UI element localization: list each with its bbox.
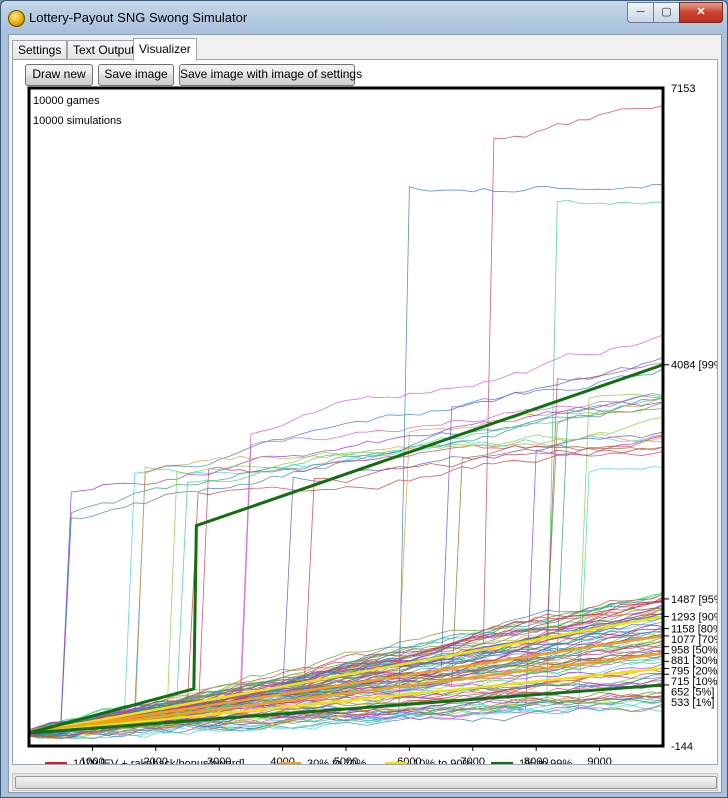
simulation-traces <box>28 105 664 740</box>
maximize-button[interactable]: ▢ <box>653 2 680 23</box>
scrollbar-thumb[interactable] <box>15 776 717 789</box>
simulation-trace <box>28 612 664 735</box>
x-axis-ticks: 1000 2000 3000 4000 5000 6000 7000 8000 9000 <box>80 746 612 764</box>
percentile-label: 1293 [90% <box>671 611 717 623</box>
save-image-settings-button[interactable]: Save image with image of settings <box>179 64 362 86</box>
minimize-button[interactable]: ─ <box>627 2 654 23</box>
percentile-labels: 4084 [99% 1487 [95% 1293 [90%1158 [80%1077… <box>663 360 717 709</box>
x-tick-label: 1000 <box>80 756 104 764</box>
draw-new-button[interactable]: Draw new <box>25 64 93 86</box>
simulations-count-label: 10000 simulations <box>33 115 122 127</box>
percentile-label: 1158 [80% <box>671 624 717 636</box>
simulation-trace <box>28 596 664 734</box>
simulation-trace <box>28 644 664 734</box>
x-tick-label: 2000 <box>144 756 168 764</box>
simulation-trace <box>28 435 664 737</box>
percentile-label: 795 [20%] <box>671 666 717 678</box>
x-tick-label: 8000 <box>524 756 548 764</box>
percentile-line <box>28 634 664 735</box>
percentile-line <box>28 683 664 735</box>
tab-text-output[interactable]: Text Output <box>67 40 141 60</box>
simulation-trace <box>28 612 664 732</box>
simulation-trace <box>28 705 664 735</box>
simulation-trace <box>28 199 664 739</box>
title-bar[interactable]: Lottery-Payout SNG Swong Simulator ─ ▢ ✕ <box>1 1 727 33</box>
y-min-label: -144 <box>671 741 693 753</box>
percentile-label: 881 [30%] <box>671 655 717 667</box>
x-tick-label: 6000 <box>397 756 421 764</box>
legend-label: 1% to 99% <box>519 758 572 764</box>
horizontal-scrollbar[interactable] <box>12 773 718 791</box>
simulation-trace <box>28 401 664 731</box>
simulation-trace <box>28 433 664 736</box>
percentile-label: 533 [1%] <box>671 697 714 709</box>
x-tick-label: 9000 <box>587 756 611 764</box>
tab-settings[interactable]: Settings <box>12 40 68 60</box>
app-icon <box>8 10 25 27</box>
simulation-trace <box>28 700 664 737</box>
tab-visualizer[interactable]: Visualizer <box>133 38 197 61</box>
games-count-label: 10000 games <box>33 95 100 107</box>
percentile-label: 4084 [99% <box>671 360 717 372</box>
percentile-line <box>28 652 664 735</box>
simulation-trace <box>28 396 664 733</box>
legend-label: 30% to 70% <box>307 758 367 764</box>
percentile-label: 1487 [95% <box>671 594 717 606</box>
x-tick-label: 4000 <box>270 756 294 764</box>
simulation-trace <box>28 393 664 732</box>
simulation-trace <box>28 692 664 732</box>
close-button[interactable]: ✕ <box>679 2 723 23</box>
percentile-lines <box>28 363 664 735</box>
percentile-line <box>28 667 664 735</box>
x-tick-label: 7000 <box>461 756 485 764</box>
percentile-label: 652 [5%] <box>671 687 714 699</box>
y-max-label: 7153 <box>671 83 695 95</box>
save-image-button[interactable]: Save image <box>98 64 174 86</box>
visualizer-page: Draw new Save image Save image with imag… <box>12 59 718 765</box>
percentile-line <box>28 363 664 735</box>
percentile-label: 958 [50%] <box>671 645 717 657</box>
x-tick-label: 5000 <box>334 756 358 764</box>
x-tick-label: 3000 <box>207 756 231 764</box>
legend: 1079 [EV + rakeback/bonus/award] 30% to 7… <box>45 758 572 764</box>
legend-label: 1079 [EV + rakeback/bonus/award] <box>73 758 245 764</box>
percentile-line <box>28 615 664 735</box>
simulation-trace <box>28 408 664 733</box>
client-area: Settings Text Output Visualizer Draw new… <box>8 34 722 793</box>
simulation-trace <box>28 604 664 736</box>
simulation-trace <box>28 691 664 738</box>
percentile-label: 1077 [70% <box>671 634 717 646</box>
legend-label: 10% to 90% <box>413 758 473 764</box>
percentile-label: 715 [10%] <box>671 676 717 688</box>
window-title: Lottery-Payout SNG Swong Simulator <box>29 10 248 25</box>
swong-chart: 10000 games 10000 simulations 7153 -144 … <box>27 83 717 764</box>
